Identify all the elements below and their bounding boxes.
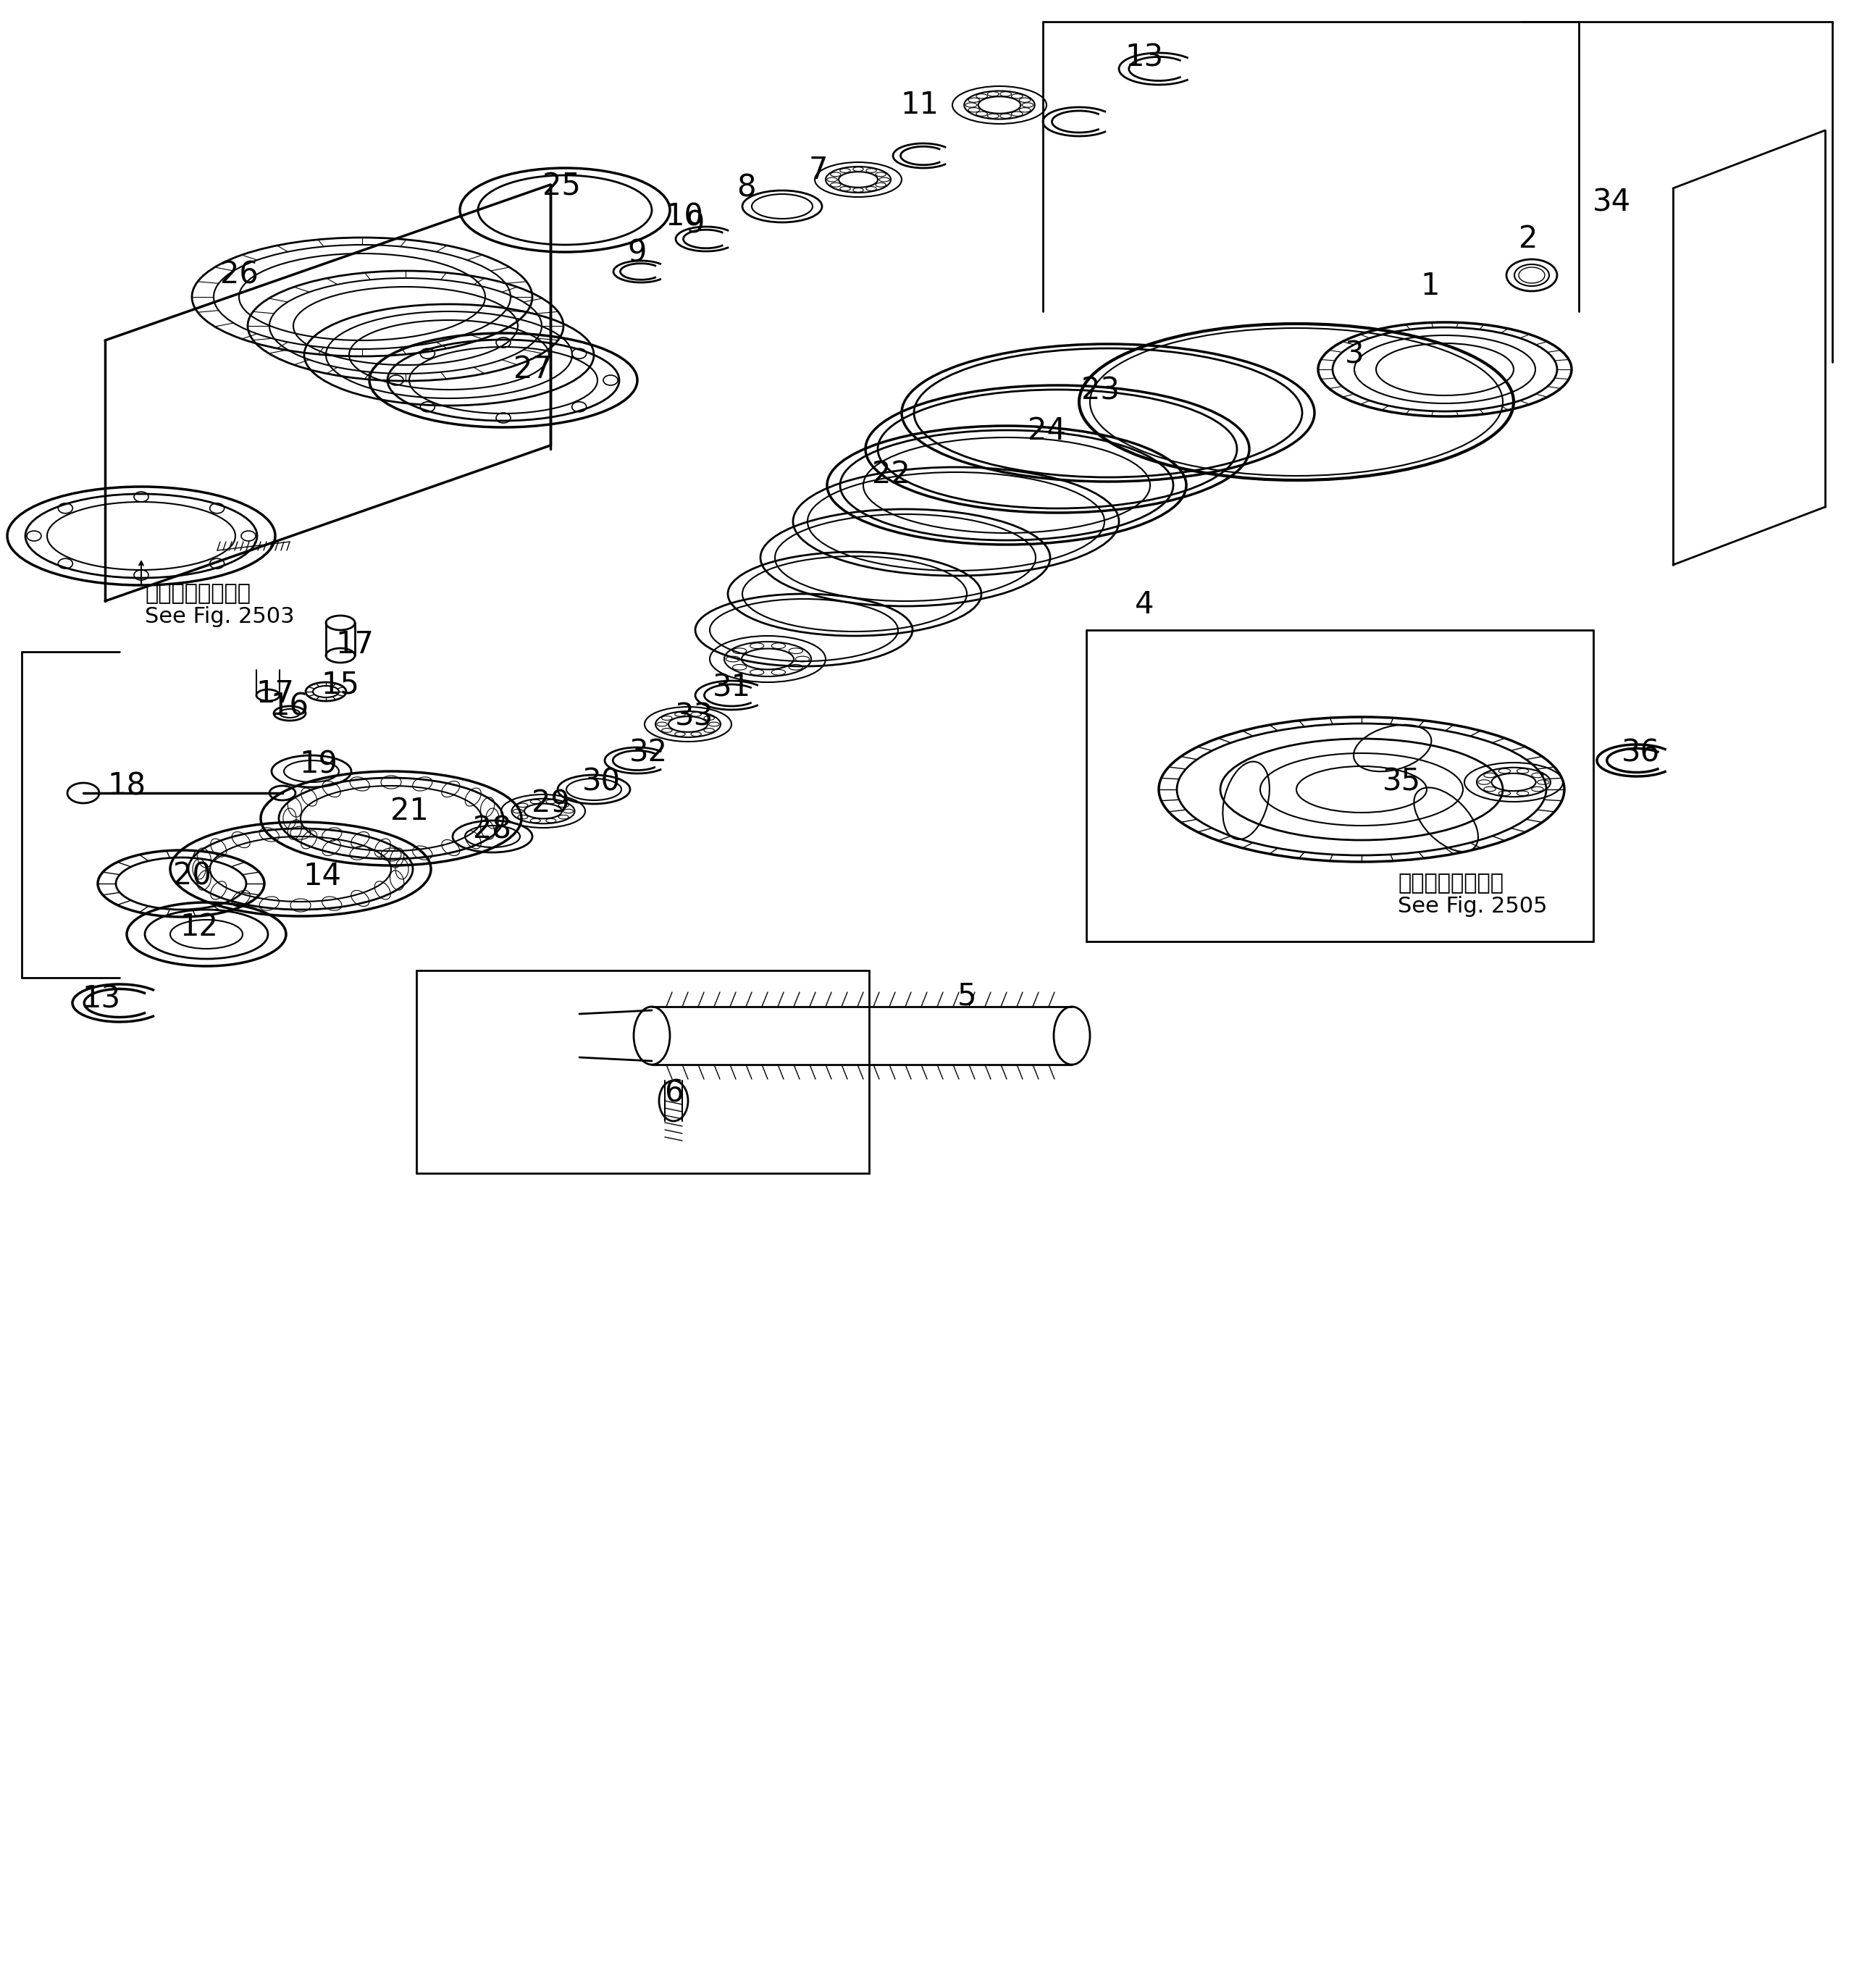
Text: 16: 16 (270, 692, 309, 722)
Text: 13: 13 (82, 984, 121, 1014)
Text: 21: 21 (389, 795, 428, 827)
Text: 31: 31 (713, 672, 750, 704)
Text: See Fig. 2505: See Fig. 2505 (1398, 897, 1547, 916)
Text: 30: 30 (581, 767, 620, 797)
Text: 29: 29 (531, 789, 570, 819)
Text: 9: 9 (685, 209, 706, 241)
Text: 17: 17 (257, 678, 294, 710)
Text: See Fig. 2503: See Fig. 2503 (145, 606, 294, 628)
Text: 20: 20 (173, 861, 210, 891)
Text: 26: 26 (220, 260, 259, 290)
Text: 5: 5 (957, 980, 976, 1012)
Text: 6: 6 (665, 1077, 683, 1109)
Text: 13: 13 (1125, 42, 1164, 74)
Text: 35: 35 (1382, 767, 1421, 797)
Text: 1: 1 (1421, 270, 1439, 302)
Text: 24: 24 (1028, 415, 1065, 445)
Text: 2: 2 (1519, 225, 1538, 254)
Text: 第２５０３図参照: 第２５０３図参照 (145, 582, 251, 604)
Text: 11: 11 (901, 89, 938, 119)
Text: 19: 19 (300, 749, 337, 779)
Text: 32: 32 (629, 738, 667, 769)
Text: 第２５０５図参照: 第２５０５図参照 (1398, 873, 1503, 895)
Text: 3: 3 (1344, 340, 1365, 370)
Text: 34: 34 (1592, 187, 1631, 219)
Text: 27: 27 (514, 354, 551, 384)
Text: 23: 23 (1082, 376, 1121, 406)
Text: 22: 22 (871, 459, 911, 489)
Text: 18: 18 (108, 771, 145, 801)
Text: 8: 8 (735, 173, 756, 203)
Text: 10: 10 (665, 203, 704, 233)
Text: 36: 36 (1622, 738, 1659, 769)
Text: 14: 14 (304, 861, 341, 891)
Text: 15: 15 (322, 670, 359, 700)
Text: 9: 9 (627, 239, 646, 268)
Text: 17: 17 (335, 630, 374, 660)
Text: 28: 28 (473, 813, 512, 845)
Text: 25: 25 (542, 171, 581, 203)
Text: 12: 12 (181, 912, 218, 942)
Text: 4: 4 (1134, 590, 1154, 620)
Text: 7: 7 (808, 155, 829, 185)
Text: 33: 33 (674, 702, 713, 732)
